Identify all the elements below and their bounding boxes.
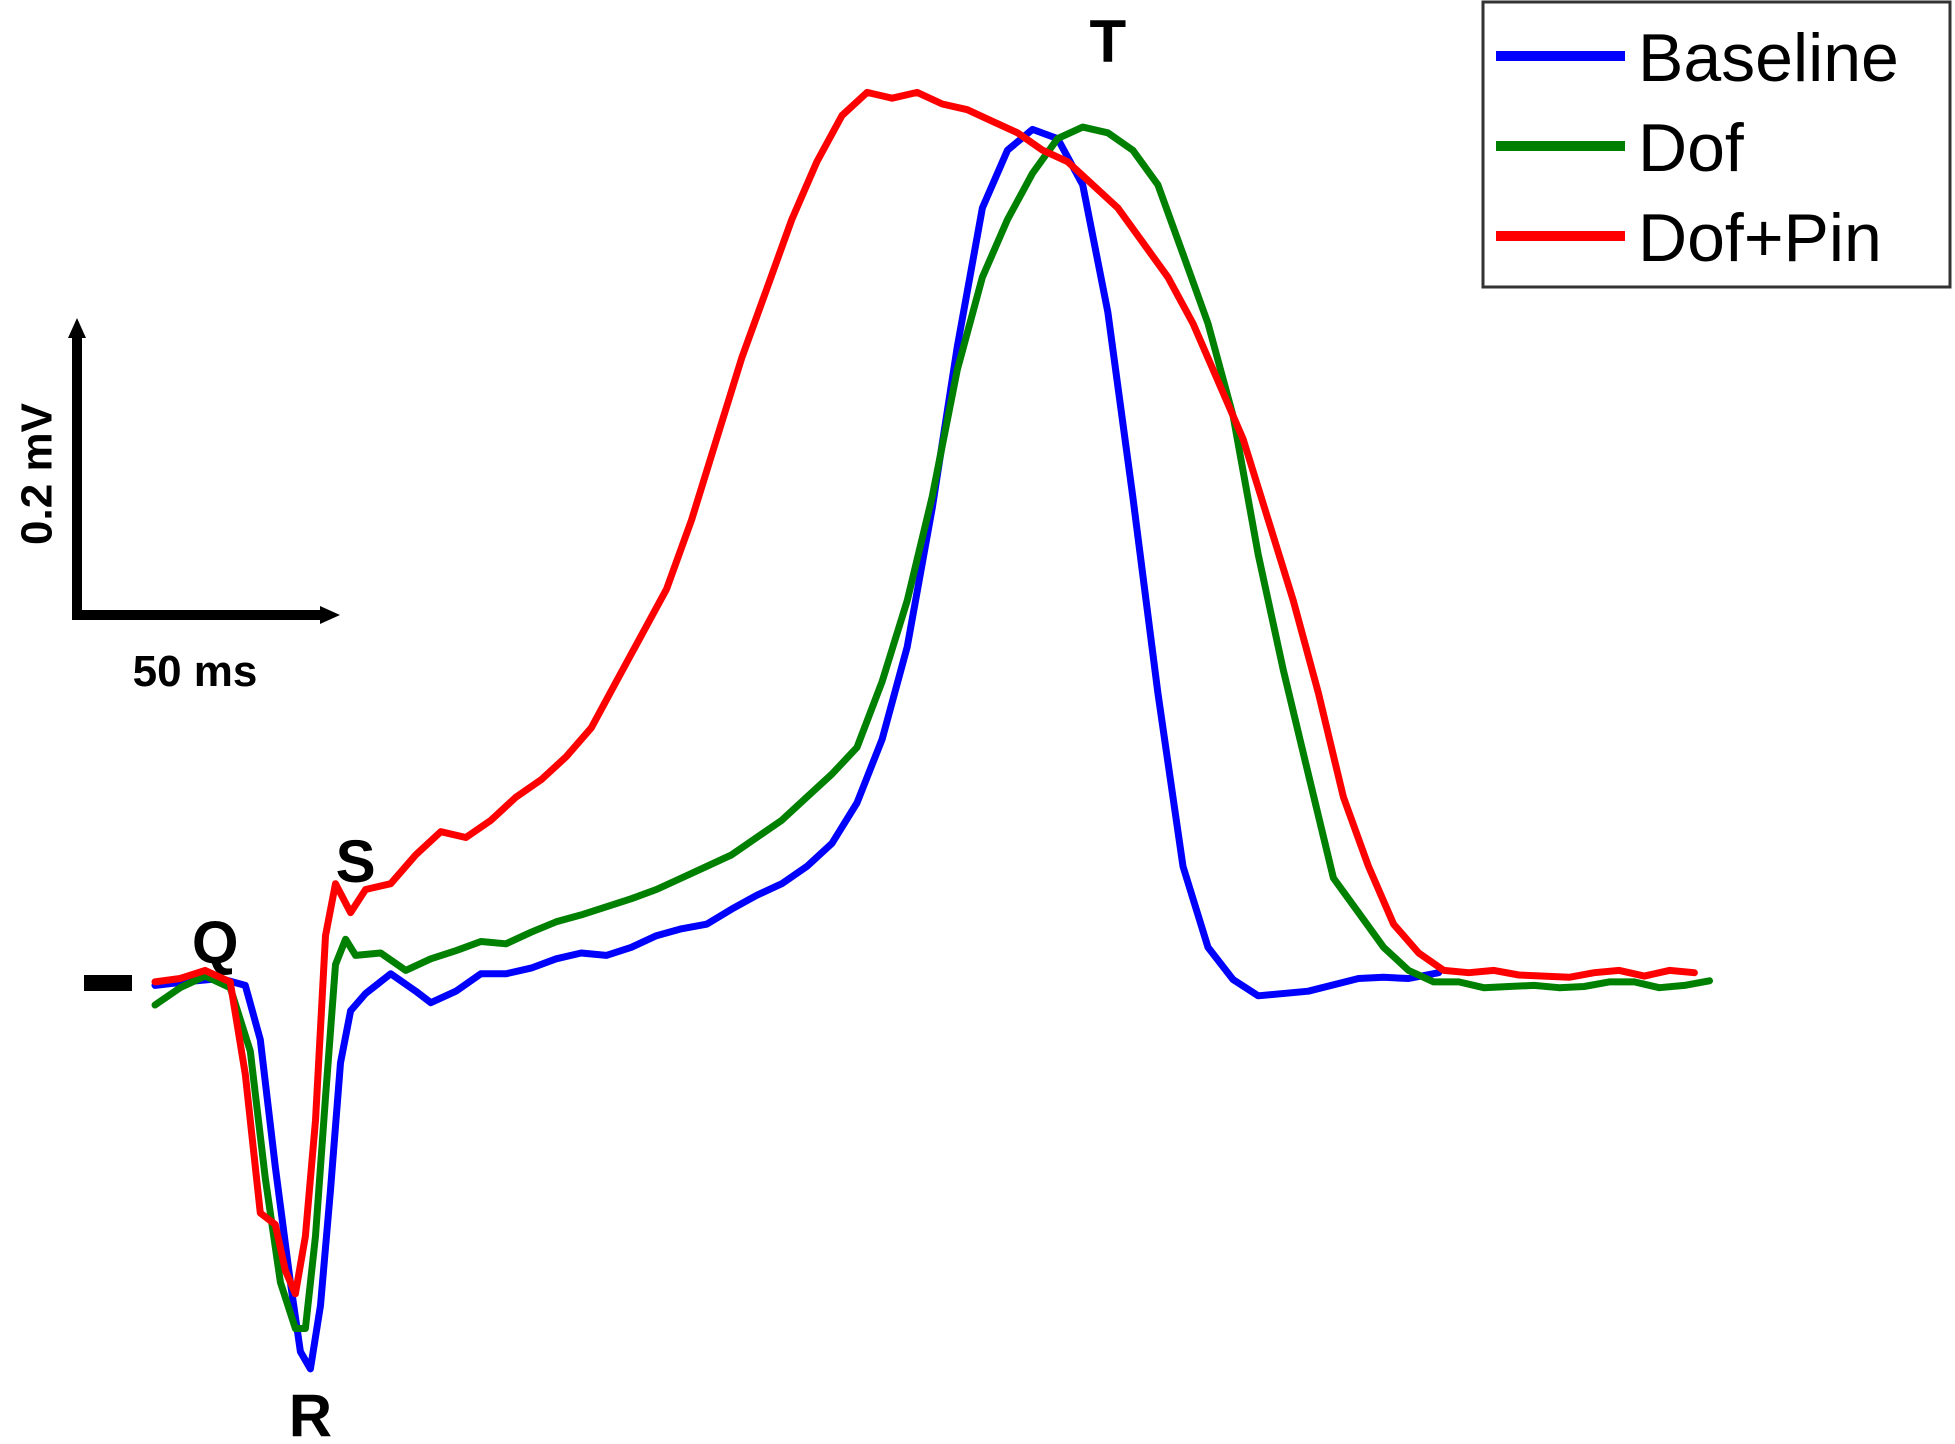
scale-y-label: 0.2 mV [13,402,62,545]
scale-bar-arrow-up [68,318,86,338]
series-baseline [151,125,1443,1373]
series-line-baseline [151,125,1443,1373]
series-line-dof [151,123,1713,1332]
series-dof-pin [151,88,1698,1298]
legend-label-baseline: Baseline [1638,20,1899,96]
wave-label-q: Q [192,909,239,976]
scale-bar-arrow-right [320,606,340,624]
baseline-marker [84,975,132,991]
series-line-dof-pin [151,88,1698,1298]
series-layer [151,88,1713,1373]
wave-labels: Q S R T [192,8,1126,1444]
scale-bar: 0.2 mV 50 ms [13,318,340,696]
legend: Baseline Dof Dof+Pin [1481,0,1952,289]
series-dof [151,123,1713,1332]
legend-label-dof: Dof [1638,110,1744,186]
wave-label-s: S [336,828,376,895]
wave-label-t: T [1089,8,1126,75]
legend-label-dof-pin: Dof+Pin [1638,200,1882,276]
scale-x-label: 50 ms [133,647,258,696]
wave-label-r: R [289,1383,332,1444]
